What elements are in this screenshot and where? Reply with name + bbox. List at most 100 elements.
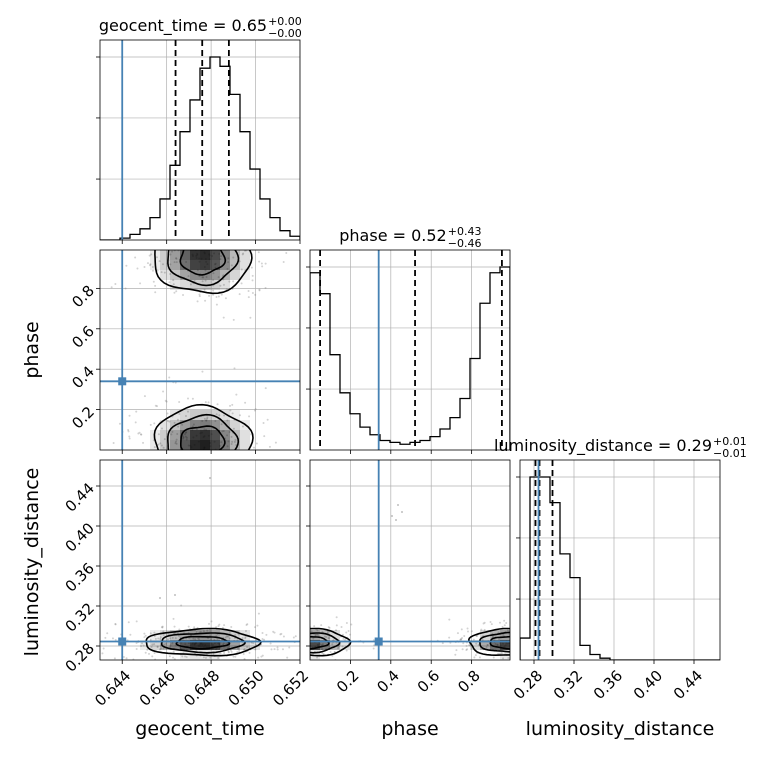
sample-point <box>180 243 182 245</box>
sample-point <box>176 432 179 435</box>
sample-point <box>202 455 204 457</box>
panel-title: geocent_time = 0.65 +0.00−0.00 <box>99 15 302 40</box>
sample-point <box>466 630 469 633</box>
sample-point <box>215 295 218 298</box>
sample-point <box>463 634 466 637</box>
sample-point <box>265 649 267 651</box>
sample-point <box>175 244 177 246</box>
sample-point <box>226 434 229 437</box>
sample-point <box>523 635 525 637</box>
sample-point <box>183 463 185 465</box>
histogram-step-phase <box>310 266 510 450</box>
sample-point <box>286 656 289 659</box>
sample-point <box>482 622 485 625</box>
sample-point <box>212 453 214 455</box>
sample-point <box>110 286 113 289</box>
sample-point <box>217 625 220 628</box>
sample-point <box>287 652 289 654</box>
sample-point <box>150 646 153 649</box>
sample-point <box>169 644 172 647</box>
sample-point <box>165 642 168 645</box>
sample-point <box>204 656 207 659</box>
sample-point <box>189 283 192 286</box>
sample-point <box>512 639 514 641</box>
sample-point <box>304 642 306 644</box>
histogram-step-geocent_time <box>100 56 300 240</box>
sample-point <box>216 232 218 234</box>
sample-point <box>230 264 233 267</box>
sample-point <box>206 248 208 250</box>
sample-point <box>475 635 478 638</box>
sample-point <box>150 253 153 256</box>
sample-point <box>147 246 149 248</box>
sample-point <box>230 435 233 438</box>
sample-point <box>172 225 174 227</box>
sample-point <box>203 288 206 291</box>
sample-point <box>223 624 226 627</box>
sample-point <box>195 631 198 634</box>
sample-point <box>225 475 227 477</box>
density-cell <box>200 260 210 270</box>
sample-point <box>246 646 249 649</box>
sample-point <box>167 633 170 636</box>
sample-point <box>187 625 190 628</box>
sample-point <box>196 465 198 467</box>
sample-point <box>251 279 254 282</box>
sample-point <box>230 650 233 653</box>
sample-point <box>540 636 542 638</box>
panel-content <box>100 198 300 490</box>
sample-point <box>265 633 268 636</box>
sample-point <box>146 198 148 200</box>
sample-point <box>257 656 260 659</box>
sample-point <box>306 634 308 636</box>
density-cell <box>190 270 200 280</box>
sample-point <box>543 631 545 633</box>
sample-point <box>166 638 169 641</box>
title-main: phase = 0.52 <box>339 226 446 245</box>
sample-point <box>280 632 283 635</box>
sample-point <box>127 621 130 624</box>
sample-point <box>162 263 165 266</box>
sample-point <box>242 653 245 656</box>
sample-point <box>128 435 131 438</box>
sample-point <box>114 638 117 641</box>
sample-point <box>227 257 230 260</box>
density-cell <box>480 630 490 640</box>
sample-point <box>303 652 305 654</box>
sample-point <box>177 226 179 228</box>
title-subscript: −0.00 <box>268 27 302 40</box>
density-cell <box>480 640 490 650</box>
sample-point <box>194 488 196 490</box>
sample-point <box>162 633 165 636</box>
sample-point <box>264 637 266 639</box>
sample-point <box>162 647 165 650</box>
sample-point <box>193 279 196 282</box>
sample-point <box>522 645 524 647</box>
sample-point <box>345 622 348 625</box>
sample-point <box>301 641 303 643</box>
title-superscript: +0.01 <box>713 435 747 448</box>
density-cell <box>220 420 230 430</box>
sample-point <box>154 284 157 287</box>
density-contour <box>489 635 510 650</box>
sample-point <box>209 638 212 641</box>
sample-point <box>331 643 334 646</box>
y-tick-label: 0.28 <box>62 639 98 675</box>
sample-point <box>196 453 198 455</box>
sample-point <box>345 649 348 652</box>
sample-point <box>276 648 279 651</box>
sample-point <box>222 476 224 478</box>
sample-point <box>171 250 174 253</box>
density-cell <box>180 640 190 650</box>
sample-point <box>230 245 232 247</box>
sample-point <box>141 642 144 645</box>
sample-point <box>232 244 234 246</box>
sample-point <box>253 409 256 412</box>
sample-point <box>210 620 213 623</box>
sample-point <box>401 511 403 513</box>
sample-point <box>240 665 242 667</box>
density-cell <box>210 440 220 450</box>
x-tick-label: 0.644 <box>91 667 134 710</box>
sample-point <box>137 247 139 249</box>
sample-point <box>345 631 348 634</box>
